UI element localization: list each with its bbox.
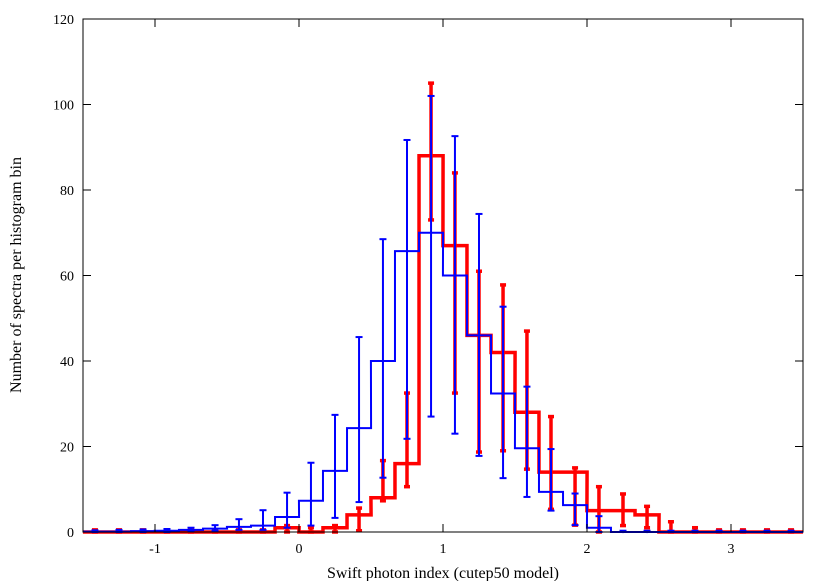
x-tick-label: 0 (296, 542, 303, 557)
series-1-point (381, 359, 385, 363)
x-tick-label: -1 (149, 542, 161, 557)
series-1-error-bar (451, 135, 459, 435)
series-1-point (165, 529, 169, 532)
y-tick-label: 80 (60, 184, 74, 199)
series-0-point (357, 513, 361, 517)
series-1-point (309, 499, 313, 502)
x-tick-label: 3 (728, 542, 735, 557)
series-1-point (597, 526, 601, 529)
series-1-point (549, 490, 553, 494)
series-0-error-bar (644, 504, 651, 530)
series-1-point (429, 231, 433, 234)
series-1-point (357, 426, 361, 430)
series-0-point (405, 462, 409, 465)
series-1-point (333, 469, 337, 473)
axis-ticks: -1 0 1 2 3 0 20 40 60 80 100 120 (53, 13, 803, 557)
series-1-error-bar (523, 385, 531, 498)
series-0-point (573, 470, 577, 474)
series-1-error-bar (355, 336, 363, 504)
series-1-error-bar (595, 515, 603, 533)
x-tick-label: 1 (440, 542, 447, 557)
series-1-error-bar (403, 138, 411, 440)
series-0-error-bar (356, 506, 363, 533)
y-tick-label: 60 (60, 270, 74, 285)
series-1-error-bar (379, 238, 387, 479)
series-1-error-bar (571, 492, 579, 527)
series-0-point (333, 526, 337, 529)
series-1-point (189, 528, 193, 532)
x-axis-label: Swift photon index (cutep50 model) (327, 565, 559, 581)
series-1-point (261, 524, 265, 527)
y-tick-label: 0 (67, 526, 74, 541)
series-1-error-bar (427, 94, 435, 418)
series-1-point (573, 503, 577, 507)
y-tick-label: 20 (60, 441, 74, 456)
series-1-step-line (82, 231, 804, 533)
series-1-error-bar (331, 413, 339, 519)
series-1-point (405, 249, 409, 253)
y-tick-label: 100 (53, 99, 74, 114)
series-0-point (381, 496, 385, 499)
series-1-point (213, 527, 217, 530)
series-1-error-bar (259, 509, 267, 531)
series-0-point (621, 509, 625, 512)
series-0-step-line (82, 154, 804, 534)
x-tick-label: 2 (584, 542, 591, 557)
y-axis-label: Number of spectra per histogram bin (8, 157, 25, 393)
series-1-error-bar (235, 518, 243, 531)
series-1-point (285, 515, 289, 519)
series-0-point (597, 509, 601, 512)
series-1-point (525, 447, 529, 450)
series-1-error-bar (283, 491, 291, 529)
y-tick-label: 120 (53, 13, 74, 28)
series-1-point (237, 525, 241, 529)
y-tick-label: 40 (60, 355, 74, 370)
series-0-point (645, 513, 649, 517)
series-1-point (501, 392, 505, 395)
series-1-point (453, 274, 457, 277)
series-1-point (477, 334, 481, 337)
series-1-error-bar (307, 461, 315, 527)
series-1-error-bar (547, 448, 555, 512)
plot-marks (82, 81, 804, 534)
